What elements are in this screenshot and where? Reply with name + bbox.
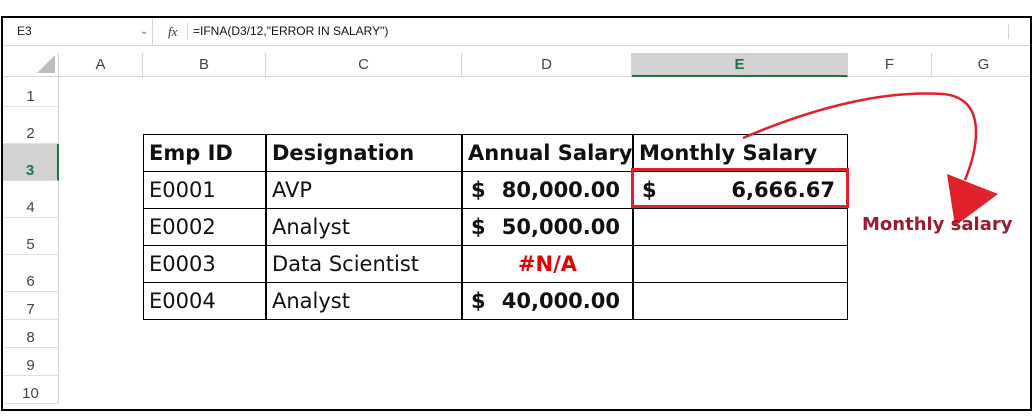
cell-value: 80,000.00 — [501, 178, 620, 202]
row-header-5[interactable]: 5 — [3, 218, 59, 255]
cell-emp-id[interactable]: E0001 — [143, 171, 266, 209]
currency-symbol: $ — [471, 289, 486, 313]
currency-symbol: $ — [642, 178, 657, 202]
column-header-f[interactable]: F — [848, 53, 932, 77]
cell-text: AVP — [272, 178, 313, 202]
cell-designation[interactable]: Analyst — [266, 282, 462, 320]
monthly-salary-callout: Monthly salary — [862, 214, 1013, 235]
chevron-down-icon[interactable]: ⌄ — [140, 26, 149, 37]
formula-input[interactable]: =IFNA(D3/12,"ERROR IN SALARY") — [193, 24, 389, 38]
cell-emp-id[interactable]: E0004 — [143, 282, 266, 320]
row-header-9[interactable]: 9 — [3, 348, 59, 376]
header-monthly-salary[interactable]: Monthly Salary — [633, 134, 848, 172]
cell-text: Analyst — [272, 215, 350, 239]
header-monthly-salary-text: Monthly Salary — [639, 141, 818, 165]
select-all-button[interactable] — [3, 53, 59, 77]
cell-value: 50,000.00 — [501, 215, 620, 239]
row-header-8[interactable]: 8 — [3, 320, 59, 348]
spreadsheet-frame: E3 ⌄ fx =IFNA(D3/12,"ERROR IN SALARY") A… — [1, 16, 1032, 411]
formula-bar-end-divider — [1008, 24, 1009, 39]
column-header-b[interactable]: B — [143, 53, 266, 77]
header-emp-id[interactable]: Emp ID — [143, 134, 266, 172]
cell-text: Data Scientist — [272, 252, 419, 276]
row-header-7[interactable]: 7 — [3, 292, 59, 320]
formula-bar-divider — [187, 23, 188, 40]
cell-text: Analyst — [272, 289, 350, 313]
header-annual-salary[interactable]: Annual Salary — [462, 134, 633, 172]
select-all-icon — [37, 55, 55, 73]
cell-value: 6,666.67 — [731, 178, 835, 202]
header-designation-text: Designation — [272, 141, 415, 165]
cell-text: E0004 — [149, 289, 216, 313]
active-cell-highlight — [631, 168, 849, 208]
currency-symbol: $ — [471, 178, 486, 202]
cell-value: 40,000.00 — [501, 289, 620, 313]
cell-monthly-salary[interactable] — [633, 282, 848, 320]
row-header-6[interactable]: 6 — [3, 255, 59, 292]
row-header-4[interactable]: 4 — [3, 181, 59, 218]
cell-annual-salary[interactable]: $40,000.00 — [462, 282, 633, 320]
column-header-e[interactable]: E — [632, 53, 848, 77]
cell-text: E0002 — [149, 215, 216, 239]
header-emp-id-text: Emp ID — [149, 141, 233, 165]
currency-symbol: $ — [471, 215, 486, 239]
row-header-1[interactable]: 1 — [3, 77, 59, 107]
error-value: #N/A — [517, 252, 578, 276]
annotation-arrow — [742, 92, 998, 226]
window-top-strip — [0, 0, 1035, 16]
column-header-c[interactable]: C — [266, 53, 462, 77]
formula-bar: E3 ⌄ fx =IFNA(D3/12,"ERROR IN SALARY") — [3, 18, 1030, 46]
column-header-d[interactable]: D — [462, 53, 632, 77]
column-header-a[interactable]: A — [59, 53, 143, 77]
row-header-3[interactable]: 3 — [3, 144, 59, 181]
cell-text: E0001 — [149, 178, 216, 202]
header-annual-salary-text: Annual Salary — [468, 141, 633, 165]
column-header-g[interactable]: G — [932, 53, 1030, 77]
row-header-2[interactable]: 2 — [3, 107, 59, 144]
row-header-10[interactable]: 10 — [3, 376, 59, 404]
cell-text: E0003 — [149, 252, 216, 276]
name-box[interactable]: E3 — [3, 18, 153, 45]
cell-annual-salary[interactable]: $80,000.00 — [462, 171, 633, 209]
function-icon[interactable]: fx — [168, 24, 178, 39]
